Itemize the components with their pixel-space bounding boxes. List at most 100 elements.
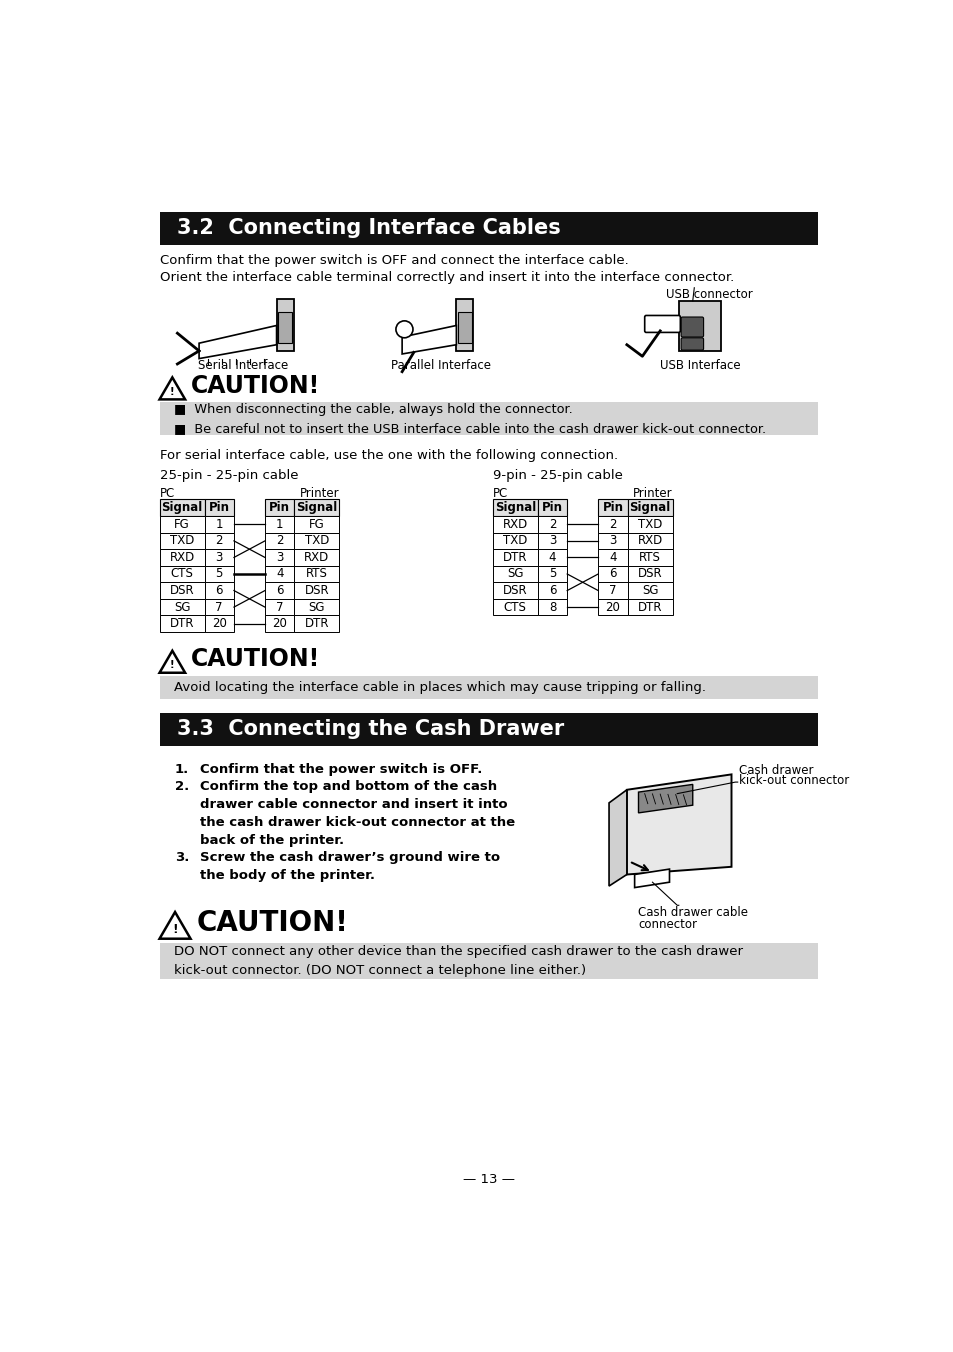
Text: 1: 1 [215, 518, 223, 531]
Text: kick-out connector: kick-out connector [739, 775, 848, 787]
Text: !: ! [172, 923, 177, 937]
FancyBboxPatch shape [679, 301, 720, 352]
Polygon shape [159, 377, 185, 399]
FancyBboxPatch shape [204, 533, 233, 549]
FancyBboxPatch shape [159, 713, 818, 746]
FancyBboxPatch shape [598, 583, 627, 599]
Text: 3.2  Connecting Interface Cables: 3.2 Connecting Interface Cables [176, 218, 559, 238]
Text: 3.3  Connecting the Cash Drawer: 3.3 Connecting the Cash Drawer [176, 719, 563, 740]
FancyBboxPatch shape [159, 211, 818, 245]
FancyBboxPatch shape [456, 299, 473, 352]
FancyBboxPatch shape [627, 533, 672, 549]
Text: Signal: Signal [495, 502, 536, 514]
Text: Printer: Printer [299, 487, 339, 500]
FancyBboxPatch shape [265, 516, 294, 533]
Text: 2: 2 [548, 518, 556, 531]
FancyBboxPatch shape [159, 599, 204, 615]
FancyBboxPatch shape [159, 516, 204, 533]
Text: TXD: TXD [304, 534, 329, 548]
FancyBboxPatch shape [265, 583, 294, 599]
Text: RXD: RXD [502, 518, 527, 531]
FancyBboxPatch shape [537, 499, 567, 516]
Text: !: ! [170, 387, 174, 397]
Text: 2: 2 [275, 534, 283, 548]
FancyBboxPatch shape [294, 549, 339, 565]
Text: Confirm that the power switch is OFF and connect the interface cable.: Confirm that the power switch is OFF and… [159, 254, 628, 266]
FancyBboxPatch shape [159, 499, 204, 516]
FancyBboxPatch shape [598, 533, 627, 549]
Text: 5: 5 [215, 568, 223, 580]
FancyBboxPatch shape [159, 565, 204, 583]
FancyBboxPatch shape [294, 565, 339, 583]
FancyBboxPatch shape [680, 316, 703, 337]
Text: 4: 4 [548, 552, 556, 564]
Text: For serial interface cable, use the one with the following connection.: For serial interface cable, use the one … [159, 449, 617, 461]
FancyBboxPatch shape [537, 533, 567, 549]
FancyBboxPatch shape [294, 516, 339, 533]
Text: 4: 4 [609, 552, 616, 564]
FancyBboxPatch shape [537, 583, 567, 599]
FancyBboxPatch shape [294, 615, 339, 631]
FancyBboxPatch shape [265, 565, 294, 583]
Text: 8: 8 [548, 600, 556, 614]
FancyBboxPatch shape [537, 549, 567, 565]
FancyBboxPatch shape [493, 599, 537, 615]
Text: Avoid locating the interface cable in places which may cause tripping or falling: Avoid locating the interface cable in pl… [173, 681, 705, 694]
FancyBboxPatch shape [159, 944, 818, 979]
FancyBboxPatch shape [680, 338, 703, 350]
FancyBboxPatch shape [294, 533, 339, 549]
Text: PC: PC [159, 487, 174, 500]
Text: 3: 3 [275, 552, 283, 564]
Polygon shape [402, 326, 456, 354]
Text: Confirm that the power switch is OFF.: Confirm that the power switch is OFF. [199, 763, 481, 776]
FancyBboxPatch shape [159, 583, 204, 599]
Text: USB Interface: USB Interface [659, 360, 740, 372]
Text: Confirm the top and bottom of the cash
drawer cable connector and insert it into: Confirm the top and bottom of the cash d… [199, 780, 515, 846]
FancyBboxPatch shape [627, 516, 672, 533]
FancyBboxPatch shape [265, 533, 294, 549]
Text: ■  When disconnecting the cable, always hold the connector.
■  Be careful not to: ■ When disconnecting the cable, always h… [173, 403, 765, 434]
Text: SG: SG [506, 568, 523, 580]
Text: Signal: Signal [296, 502, 337, 514]
Text: DO NOT connect any other device than the specified cash drawer to the cash drawe: DO NOT connect any other device than the… [173, 945, 741, 977]
FancyBboxPatch shape [627, 565, 672, 583]
Text: 20: 20 [605, 600, 619, 614]
FancyBboxPatch shape [598, 516, 627, 533]
Text: Pin: Pin [209, 502, 230, 514]
Text: RXD: RXD [170, 552, 194, 564]
Text: 7: 7 [609, 584, 616, 598]
FancyBboxPatch shape [493, 583, 537, 599]
FancyBboxPatch shape [627, 549, 672, 565]
FancyBboxPatch shape [493, 499, 537, 516]
FancyBboxPatch shape [159, 403, 818, 435]
Text: Pin: Pin [541, 502, 562, 514]
FancyBboxPatch shape [159, 533, 204, 549]
Text: SG: SG [309, 600, 325, 614]
Text: Parallel Interface: Parallel Interface [391, 360, 491, 372]
FancyBboxPatch shape [276, 299, 294, 352]
Text: Pin: Pin [601, 502, 622, 514]
FancyBboxPatch shape [598, 549, 627, 565]
Text: PC: PC [493, 487, 508, 500]
Text: 3: 3 [215, 552, 223, 564]
Text: 3: 3 [548, 534, 556, 548]
Text: SG: SG [641, 584, 658, 598]
Text: CTS: CTS [171, 568, 193, 580]
Text: TXD: TXD [502, 534, 527, 548]
Text: connector: connector [638, 918, 697, 932]
FancyBboxPatch shape [204, 583, 233, 599]
Text: 1.: 1. [174, 763, 189, 776]
Text: USB connector: USB connector [665, 288, 752, 300]
FancyBboxPatch shape [159, 549, 204, 565]
FancyBboxPatch shape [265, 499, 294, 516]
FancyBboxPatch shape [278, 312, 292, 343]
FancyBboxPatch shape [627, 599, 672, 615]
FancyBboxPatch shape [537, 565, 567, 583]
Text: 2.: 2. [174, 780, 189, 792]
FancyBboxPatch shape [598, 565, 627, 583]
Text: CAUTION!: CAUTION! [191, 375, 319, 397]
FancyBboxPatch shape [598, 599, 627, 615]
FancyBboxPatch shape [493, 516, 537, 533]
FancyBboxPatch shape [627, 499, 672, 516]
Polygon shape [199, 326, 276, 358]
